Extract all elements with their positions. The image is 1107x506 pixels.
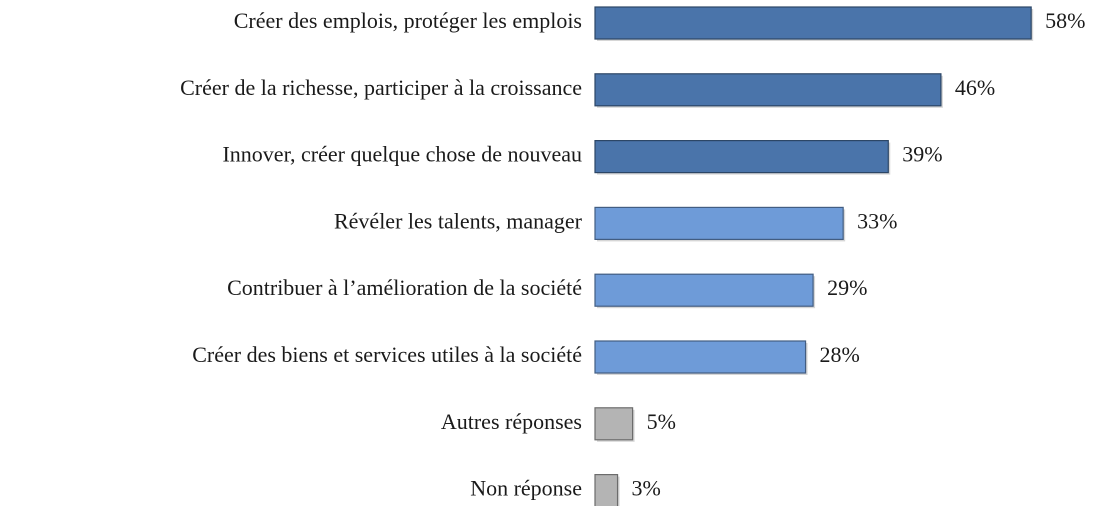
value-label: 58% [1045,8,1085,33]
category-label: Créer de la richesse, participer à la cr… [180,75,582,100]
value-label: 46% [955,75,995,100]
bar [594,73,942,107]
category-label: Créer des biens et services utiles à la … [192,342,582,367]
bar [594,206,844,240]
category-label: Innover, créer quelque chose de nouveau [222,142,582,167]
bar [594,273,814,307]
value-label: 39% [902,142,942,167]
category-label: Contribuer à l’amélioration de la sociét… [227,275,582,300]
bar [594,340,807,374]
bar [594,407,634,441]
value-label: 5% [647,409,676,434]
category-label: Non réponse [470,476,582,501]
value-label: 3% [632,476,661,501]
bar [594,140,889,174]
bar [594,6,1032,40]
category-label: Autres réponses [441,409,582,434]
value-label: 28% [820,342,860,367]
category-label: Révéler les talents, manager [334,208,583,233]
category-label: Créer des emplois, protéger les emplois [234,8,582,33]
value-label: 29% [827,275,867,300]
bar [594,474,619,506]
value-label: 33% [857,208,897,233]
